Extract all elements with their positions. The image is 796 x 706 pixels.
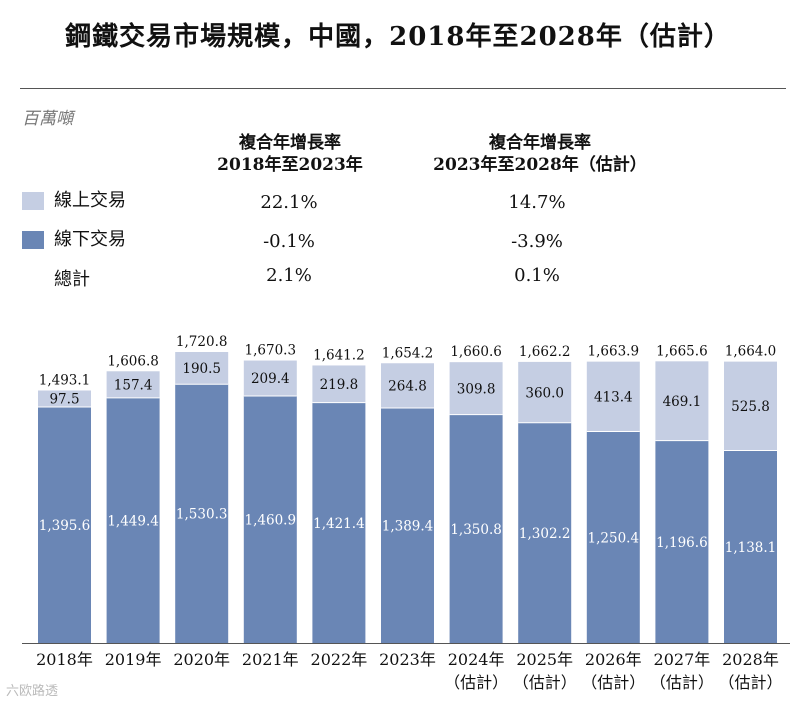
cagr-header-2-line1: 複合年增長率 xyxy=(489,133,591,153)
label-online-9: 469.1 xyxy=(663,394,702,410)
label-online-6: 309.8 xyxy=(457,381,496,397)
label-total-1: 1,606.8 xyxy=(107,353,159,369)
bar-offline-2 xyxy=(175,384,229,643)
x-tick-label-5: 2023年 xyxy=(379,650,436,669)
label-online-4: 219.8 xyxy=(320,377,359,393)
label-online-0: 97.5 xyxy=(49,392,79,408)
bar-online-3 xyxy=(243,360,297,396)
bar-offline-10 xyxy=(724,450,777,643)
legend-online-swatch xyxy=(22,192,44,210)
x-tick-label-4: 2022年 xyxy=(311,650,368,669)
label-total-9: 1,665.6 xyxy=(656,343,708,359)
bar-offline-5 xyxy=(381,408,434,643)
chart-title: 鋼鐵交易市場規模，中國，2018年至2028年（估計） xyxy=(65,22,731,52)
unit-label: 百萬噸 xyxy=(22,109,73,129)
watermark: 六欧路透 xyxy=(6,684,59,699)
x-tick-label-6-sub: （估計） xyxy=(444,673,508,692)
bar-offline-4 xyxy=(312,402,366,643)
label-offline-6: 1,350.8 xyxy=(450,522,502,538)
legend-offline-swatch xyxy=(22,231,44,249)
x-tick-label-10: 2028年 xyxy=(722,650,779,669)
cagr-online-2023-2028: 14.7% xyxy=(508,192,566,213)
bar-online-4 xyxy=(312,365,366,403)
label-online-3: 209.4 xyxy=(251,371,290,387)
label-offline-10: 1,138.1 xyxy=(725,540,777,556)
label-total-10: 1,664.0 xyxy=(725,344,777,360)
x-tick-label-8: 2026年 xyxy=(585,650,642,669)
title-divider xyxy=(20,88,786,89)
label-online-7: 360.0 xyxy=(525,385,564,401)
label-total-8: 1,663.9 xyxy=(588,344,640,360)
label-offline-1: 1,449.4 xyxy=(107,513,159,529)
label-total-4: 1,641.2 xyxy=(313,347,365,363)
bar-online-6 xyxy=(449,362,503,415)
label-offline-4: 1,421.4 xyxy=(313,516,365,532)
x-tick-label-9-sub: （估計） xyxy=(650,673,714,692)
bar-offline-0 xyxy=(38,406,91,643)
cagr-header-2-line2: 2023年至2028年（估計） xyxy=(433,155,647,175)
bar-online-9 xyxy=(655,361,709,441)
x-tick-label-3: 2021年 xyxy=(242,650,299,669)
bar-offline-1 xyxy=(106,397,160,643)
bar-offline-3 xyxy=(243,395,297,643)
total-label: 總計 xyxy=(54,269,90,290)
bar-online-10 xyxy=(724,361,777,451)
x-tick-label-7-sub: （估計） xyxy=(513,673,577,692)
bar-offline-9 xyxy=(655,440,709,643)
cagr-header-1-line1: 複合年增長率 xyxy=(239,133,341,153)
cagr-header-1-line2: 2018年至2023年 xyxy=(217,155,363,175)
label-offline-9: 1,196.6 xyxy=(656,535,708,551)
bar-online-1 xyxy=(106,371,160,398)
label-online-1: 157.4 xyxy=(114,378,153,394)
bar-online-0 xyxy=(38,390,91,407)
label-total-5: 1,654.2 xyxy=(382,345,434,361)
x-tick-label-0: 2018年 xyxy=(36,650,93,669)
legend-offline-label: 線下交易 xyxy=(54,229,126,250)
x-tick-label-1: 2019年 xyxy=(105,650,162,669)
label-online-8: 413.4 xyxy=(594,390,633,406)
bar-online-8 xyxy=(586,361,640,432)
stacked-bar-chart: 1,395.6 97.5 1,493.1 2018年 1,449.4 157.4 1,606… xyxy=(22,334,790,692)
cagr-header-2: 複合年增長率 2023年至2028年（估計） xyxy=(420,132,660,176)
label-offline-5: 1,389.4 xyxy=(382,519,434,535)
label-offline-7: 1,302.2 xyxy=(519,526,571,542)
bar-offline-7 xyxy=(518,422,572,643)
label-online-5: 264.8 xyxy=(388,379,427,395)
label-online-10: 525.8 xyxy=(731,399,770,415)
label-total-3: 1,670.3 xyxy=(245,343,297,359)
bar-online-5 xyxy=(381,363,434,409)
bar-online-7 xyxy=(518,361,572,423)
x-tick-label-9: 2027年 xyxy=(654,650,711,669)
label-offline-3: 1,460.9 xyxy=(245,512,297,528)
label-total-0: 1,493.1 xyxy=(39,373,91,389)
cagr-total-2023-2028: 0.1% xyxy=(514,265,560,286)
label-total-6: 1,660.6 xyxy=(450,344,502,360)
label-offline-8: 1,250.4 xyxy=(588,530,640,546)
cagr-online-2018-2023: 22.1% xyxy=(260,192,318,213)
x-tick-label-6: 2024年 xyxy=(448,650,505,669)
bar-offline-6 xyxy=(449,414,503,643)
cagr-offline-2018-2023: -0.1% xyxy=(263,231,315,252)
bar-online-2 xyxy=(175,352,229,385)
cagr-header-1: 複合年增長率 2018年至2023年 xyxy=(190,132,390,176)
cagr-total-2018-2023: 2.1% xyxy=(266,265,312,286)
label-total-7: 1,662.2 xyxy=(519,344,571,360)
bar-offline-8 xyxy=(586,431,640,643)
x-tick-label-2: 2020年 xyxy=(173,650,230,669)
label-total-2: 1,720.8 xyxy=(176,334,228,350)
legend-online-label: 線上交易 xyxy=(54,190,126,211)
label-offline-0: 1,395.6 xyxy=(39,518,91,534)
cagr-offline-2023-2028: -3.9% xyxy=(511,231,563,252)
label-online-2: 190.5 xyxy=(182,361,221,377)
x-tick-label-10-sub: （估計） xyxy=(718,673,782,692)
label-offline-2: 1,530.3 xyxy=(176,507,228,523)
x-tick-label-8-sub: （估計） xyxy=(581,673,645,692)
x-tick-label-7: 2025年 xyxy=(516,650,573,669)
